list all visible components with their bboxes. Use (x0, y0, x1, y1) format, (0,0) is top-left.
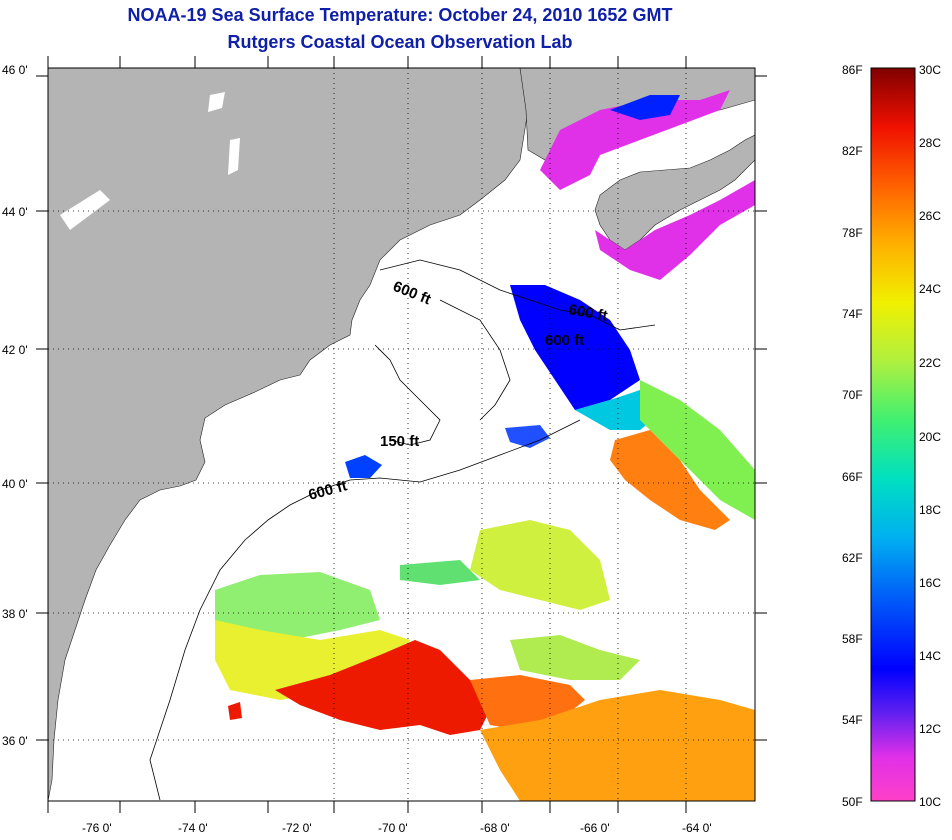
graticule (48, 68, 755, 801)
colorbar-f-label: 74F (842, 307, 863, 321)
colorbar-f-label: 82F (842, 144, 863, 158)
colorbar-c-label: 16C (919, 576, 941, 590)
lake (208, 92, 225, 112)
lon-label: -68 0' (480, 821, 510, 835)
sst-patch-green-ns (640, 380, 755, 520)
lon-label: -66 0' (580, 821, 610, 835)
colorbar-f-label: 70F (842, 388, 863, 402)
sst-patch-magenta (540, 90, 730, 190)
lat-label: 44 0' (2, 205, 28, 219)
lon-label: -64 0' (682, 821, 712, 835)
colorbar-c-label: 24C (919, 282, 941, 296)
colorbar-c-label: 22C (919, 356, 941, 370)
sst-patch-green-mid (400, 560, 480, 585)
lake (60, 190, 110, 230)
sst-patch-green-s (510, 635, 640, 680)
colorbar-c-label: 12C (919, 722, 941, 736)
lon-label: -70 0' (378, 821, 408, 835)
isobath-line (379, 259, 656, 331)
lon-label: -74 0' (178, 821, 208, 835)
lat-label: 38 0' (2, 607, 28, 621)
lon-label: -76 0' (82, 821, 112, 835)
isobath-line (439, 299, 511, 421)
lat-label: 46 0' (2, 63, 28, 77)
colorbar-f-label: 86F (842, 63, 863, 77)
sst-patch-yellow-green-n (470, 520, 610, 610)
colorbar-f-label: 62F (842, 551, 863, 565)
map-title: NOAA-19 Sea Surface Temperature: October… (127, 5, 673, 25)
isobath-label: 600 ft (567, 301, 609, 325)
colorbar-c-label: 26C (919, 209, 941, 223)
colorbar-c-label: 14C (919, 649, 941, 663)
lat-label: 40 0' (2, 477, 28, 491)
colorbar-f-label: 78F (842, 226, 863, 240)
map-subtitle: Rutgers Coastal Ocean Observation Lab (227, 32, 573, 52)
lat-label: 36 0' (2, 734, 28, 748)
colorbar-f-label: 58F (842, 632, 863, 646)
colorbar-f-label: 50F (842, 795, 863, 809)
sst-patch-blue-shelf (345, 455, 382, 478)
colorbar-c-label: 10C (919, 795, 941, 809)
isobath-label: 600 ft (545, 332, 584, 349)
colorbar-f-label: 66F (842, 470, 863, 484)
land-nova-scotia (594, 134, 755, 251)
colorbar-c-label: 20C (919, 430, 941, 444)
sst-patch-blue-gom (510, 285, 640, 410)
sst-patch-red (275, 640, 490, 735)
map-frame (47, 67, 756, 802)
colorbar-f-label: 54F (842, 713, 863, 727)
sst-patch-blue-shelf2 (505, 425, 550, 448)
isobath-label: 150 ft (380, 433, 419, 450)
sst-patch-red-small (228, 702, 242, 720)
sst-patch-green-w (215, 572, 380, 640)
land-us (48, 68, 529, 801)
lat-label: 42 0' (2, 343, 28, 357)
lon-label: -72 0' (282, 821, 312, 835)
colorbar-c-label: 30C (919, 63, 941, 77)
sst-patch-orange-gs (610, 430, 730, 530)
sst-patch-blue-top (610, 95, 680, 120)
colorbar-c-label: 28C (919, 136, 941, 150)
isobath-line (149, 419, 581, 801)
isobath-line (374, 344, 441, 446)
colorbar-labels: 86F 82F 78F 74F 70F 66F 62F 58F 54F 50F … (842, 63, 941, 809)
axis-ticks (36, 56, 767, 813)
sst-patch-magenta-ns (595, 180, 755, 280)
colorbar (870, 67, 916, 802)
colorbar-c-label: 18C (919, 503, 941, 517)
lake (228, 138, 240, 175)
